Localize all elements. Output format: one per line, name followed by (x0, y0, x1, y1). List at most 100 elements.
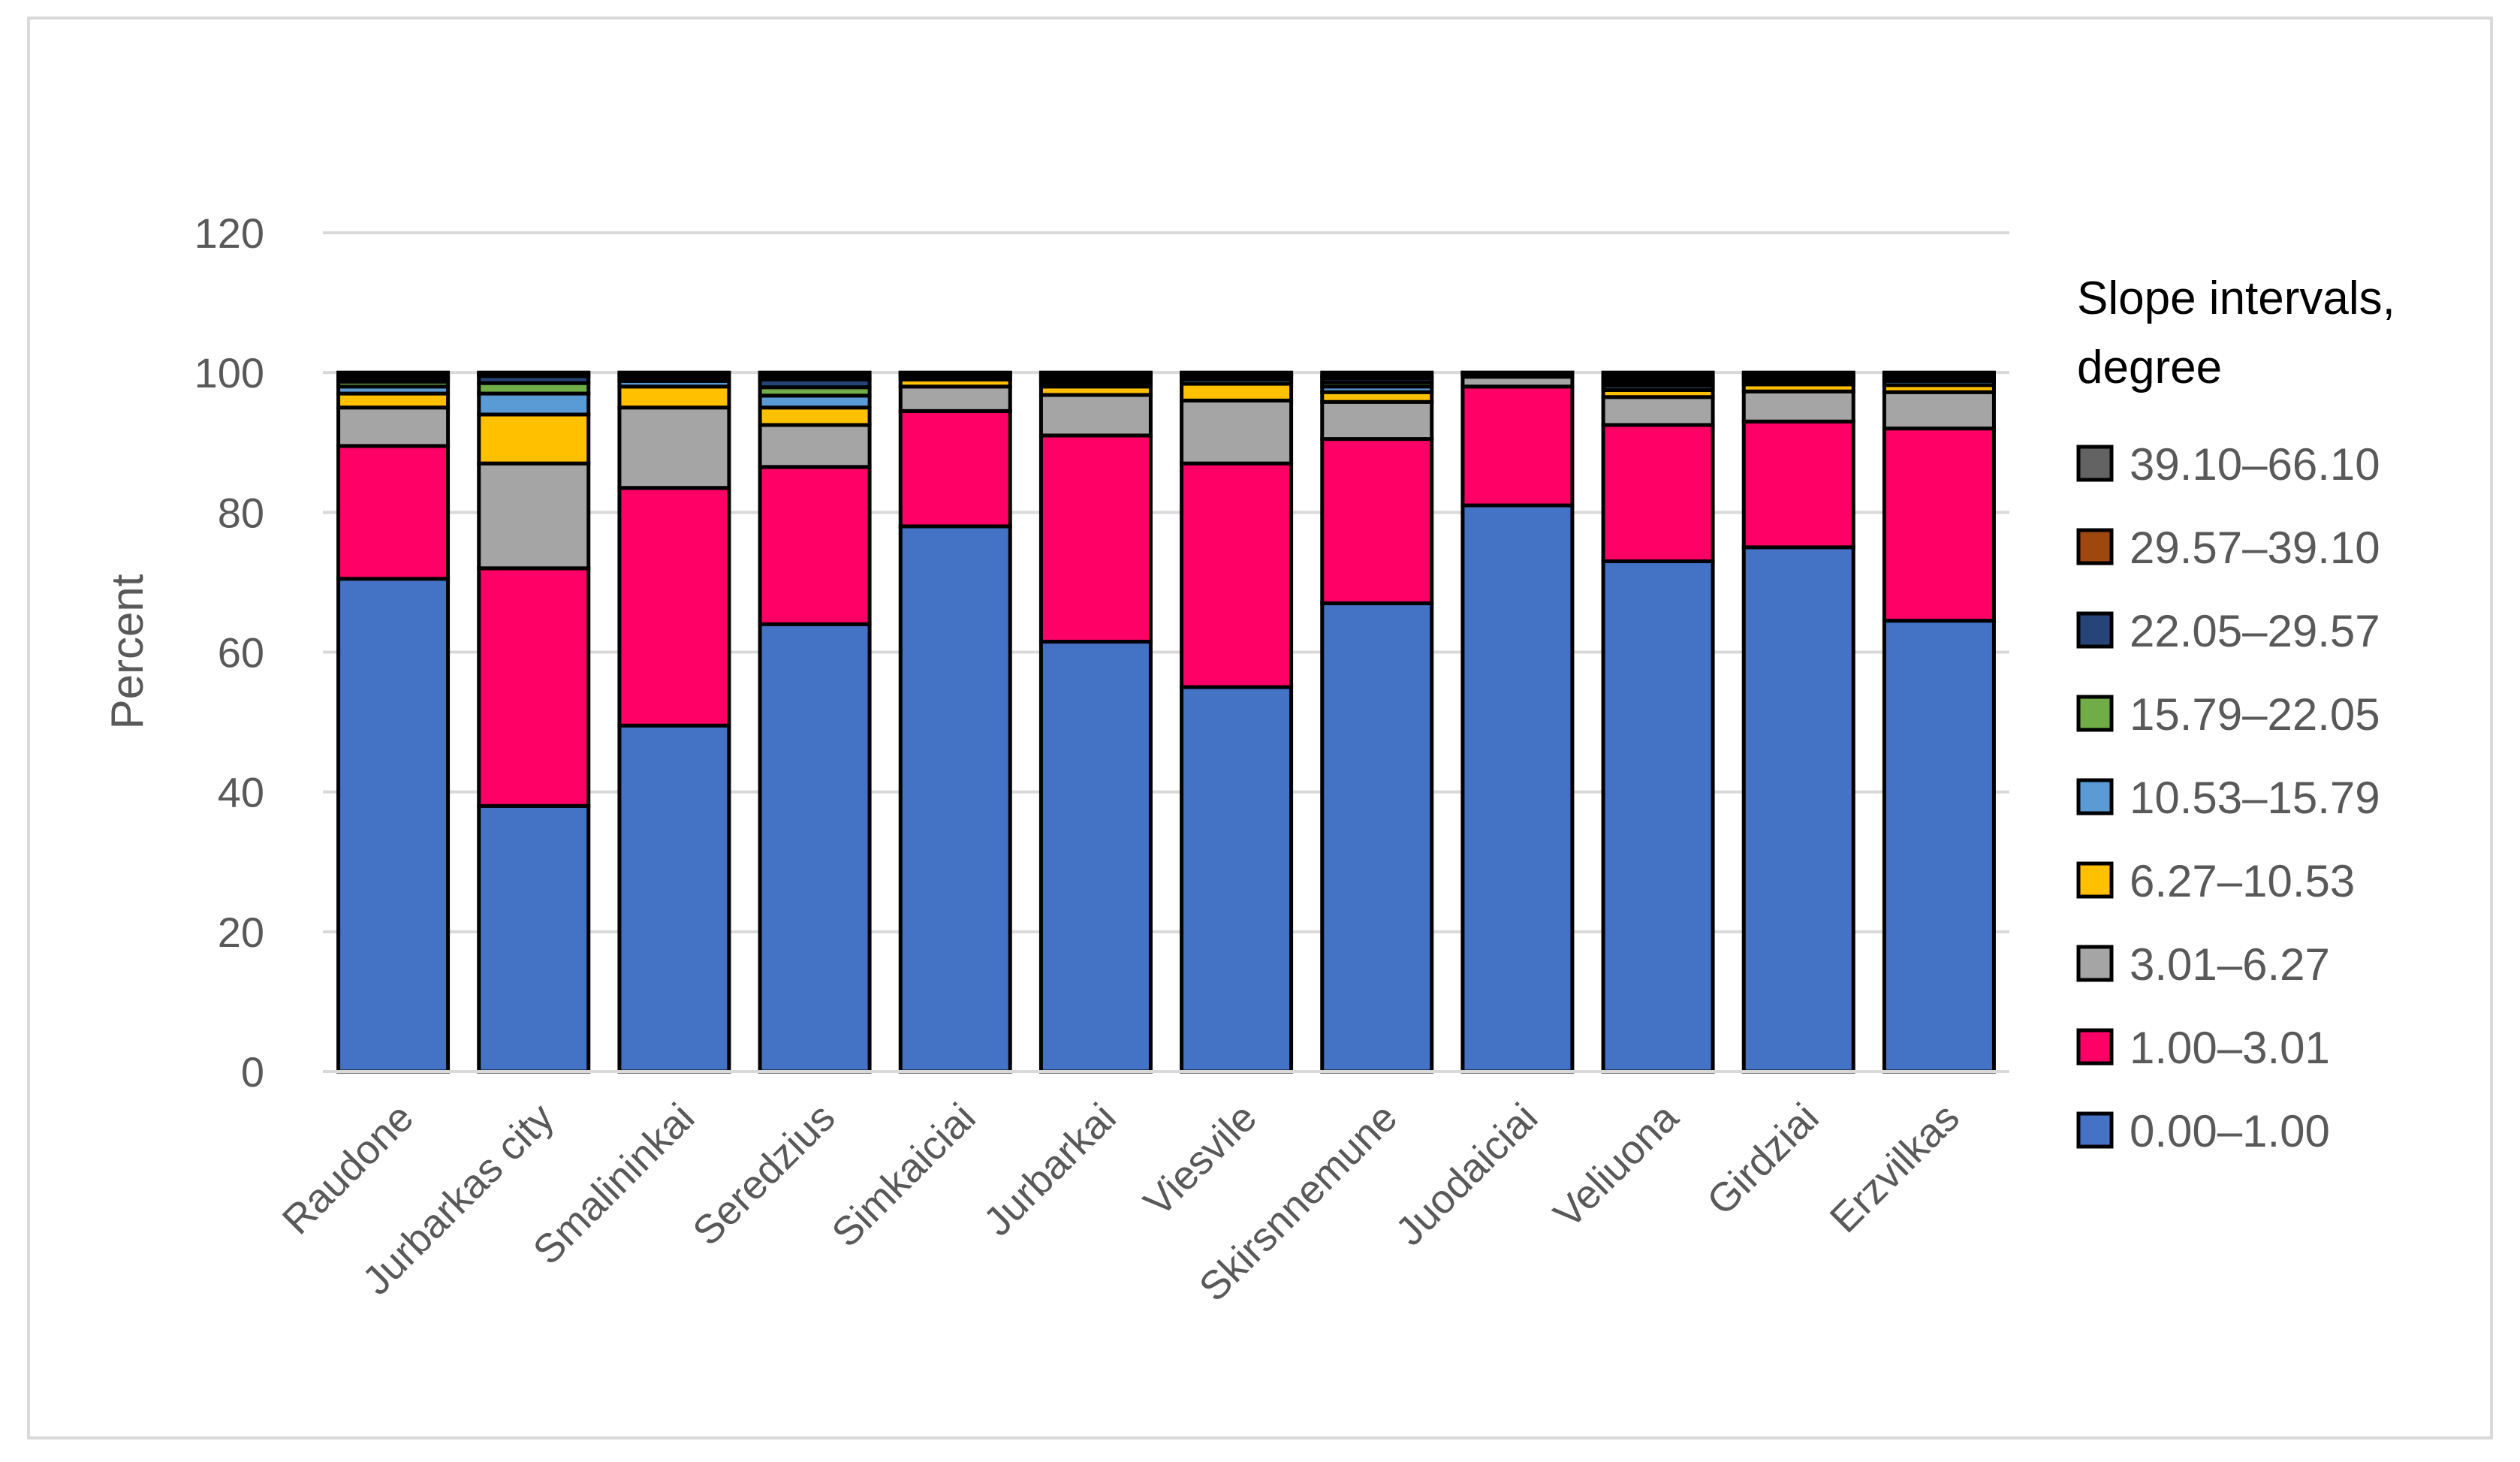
legend-item-7: 29.57–39.10 (2076, 523, 2380, 573)
x-tick-label-6: Viesvile (1135, 1095, 1265, 1225)
bar-segment-3-2 (758, 423, 872, 469)
legend-item-0: 0.00–1.00 (2076, 1106, 2330, 1156)
y-tick-label-40: 40 (218, 769, 264, 816)
bar-segment-6-8 (1180, 370, 1294, 376)
bar-stack-10 (1741, 370, 1855, 1074)
legend-item-1: 1.00–3.01 (2076, 1023, 2330, 1073)
bar-stack-7 (1320, 370, 1434, 1074)
x-tick-label-3: Seredzius (684, 1095, 843, 1254)
bar-stack-6 (1180, 370, 1294, 1074)
legend: Slope intervals, degree 39.10–66.10 29.57… (2076, 273, 2395, 1156)
legend-swatch-8 (2076, 445, 2114, 482)
bar-segment-0-1 (336, 444, 451, 581)
bar-stack-0 (336, 370, 451, 1074)
bar-segment-5-0 (1038, 640, 1153, 1074)
bar-segment-8-1 (1460, 384, 1575, 508)
legend-label-8: 39.10–66.10 (2130, 439, 2380, 490)
bar-stack-9 (1601, 370, 1715, 1074)
legend-label-6: 22.05–29.57 (2130, 606, 2380, 656)
bar-segment-10-0 (1741, 545, 1855, 1074)
x-tick-label-4: Simkaiciai (823, 1095, 984, 1256)
legend-item-3: 6.27–10.53 (2076, 856, 2355, 906)
bar-segment-11-2 (1882, 390, 1996, 431)
legend-label-1: 1.00–3.01 (2130, 1023, 2330, 1073)
legend-items: 39.10–66.10 29.57–39.10 22.05–29.57 15.79–2… (2076, 439, 2380, 1156)
legend-label-4: 10.53–15.79 (2130, 773, 2380, 823)
bar-segment-9-8 (1601, 370, 1715, 378)
bar-segment-1-3 (477, 412, 591, 466)
bar-segment-1-1 (477, 566, 591, 808)
bar-segment-0-8 (336, 370, 451, 378)
bar-segment-8-0 (1460, 503, 1575, 1074)
bar-segment-2-3 (617, 384, 731, 410)
bar-segment-6-0 (1180, 685, 1294, 1074)
bar-segment-0-3 (336, 391, 451, 410)
legend-label-5: 15.79–22.05 (2130, 689, 2380, 740)
legend-swatch-3 (2076, 861, 2114, 899)
bar-segment-6-1 (1180, 461, 1294, 689)
legend-swatch-2 (2076, 945, 2114, 982)
y-tick-label-60: 60 (218, 629, 264, 677)
bar-stack-5 (1038, 370, 1153, 1074)
bar-segment-2-1 (617, 486, 731, 728)
y-tick-label-120: 120 (194, 210, 264, 257)
legend-item-4: 10.53–15.79 (2076, 773, 2380, 823)
legend-label-7: 29.57–39.10 (2130, 523, 2380, 573)
x-tick-label-8: Juodaiciai (1387, 1095, 1546, 1254)
bar-segment-0-0 (336, 577, 451, 1074)
bar-segment-2-8 (617, 370, 731, 376)
legend-label-3: 6.27–10.53 (2130, 856, 2355, 906)
bar-segment-4-1 (898, 408, 1012, 529)
bar-segment-2-0 (617, 723, 731, 1074)
x-tick-label-9: Veliuona (1545, 1094, 1688, 1237)
x-tick-label-10: Girdziai (1699, 1095, 1828, 1224)
bar-segment-10-8 (1741, 370, 1855, 377)
legend-title-line-2: degree (2077, 342, 2222, 393)
bar-segment-9-0 (1601, 559, 1715, 1074)
bar-segment-5-1 (1038, 433, 1153, 644)
bar-segment-7-1 (1320, 437, 1434, 605)
bar-segment-10-1 (1741, 419, 1855, 550)
bar-segment-9-2 (1601, 395, 1715, 427)
legend-item-8: 39.10–66.10 (2076, 439, 2380, 490)
bar-segment-1-0 (477, 803, 591, 1074)
gridlines (323, 231, 2009, 933)
bar-stack-4 (898, 370, 1012, 1074)
legend-item-5: 15.79–22.05 (2076, 689, 2380, 740)
bar-stack-11 (1882, 370, 1996, 1074)
bar-segment-0-2 (336, 405, 451, 448)
legend-title-line-1: Slope intervals, (2077, 273, 2395, 324)
bar-segment-2-2 (617, 405, 731, 490)
y-axis-title: Percent (102, 574, 152, 729)
bar-segment-1-2 (477, 461, 591, 571)
legend-item-2: 3.01–6.27 (2076, 939, 2330, 990)
bar-segment-7-8 (1320, 370, 1434, 378)
bar-segment-10-2 (1741, 389, 1855, 424)
y-tick-label-20: 20 (218, 909, 264, 956)
legend-item-6: 22.05–29.57 (2076, 606, 2380, 656)
bar-segment-4-0 (898, 524, 1012, 1074)
bar-segment-3-3 (758, 405, 872, 427)
bar-stack-8 (1460, 370, 1575, 1074)
legend-swatch-7 (2076, 528, 2114, 565)
y-tick-label-0: 0 (241, 1048, 264, 1096)
bar-segment-5-2 (1038, 393, 1153, 438)
legend-swatch-1 (2076, 1028, 2114, 1066)
bar-segment-3-1 (758, 465, 872, 626)
bar-segment-1-4 (477, 391, 591, 417)
bar-segment-9-1 (1601, 423, 1715, 563)
legend-swatch-5 (2076, 695, 2114, 732)
bar-segment-4-2 (898, 384, 1012, 413)
bar-stack-2 (617, 370, 731, 1074)
bar-stack-3 (758, 370, 872, 1074)
y-tick-label-80: 80 (218, 489, 264, 536)
y-tick-label-100: 100 (194, 349, 264, 396)
bar-segment-11-0 (1882, 619, 1996, 1074)
bar-segment-1-8 (477, 370, 591, 376)
y-axis-tick-labels: 0 20 40 60 80 100 120 (194, 210, 264, 1096)
legend-label-2: 3.01–6.27 (2130, 939, 2330, 990)
bar-segment-11-1 (1882, 427, 1996, 623)
bar-segment-6-3 (1180, 381, 1294, 402)
legend-swatch-4 (2076, 778, 2114, 815)
